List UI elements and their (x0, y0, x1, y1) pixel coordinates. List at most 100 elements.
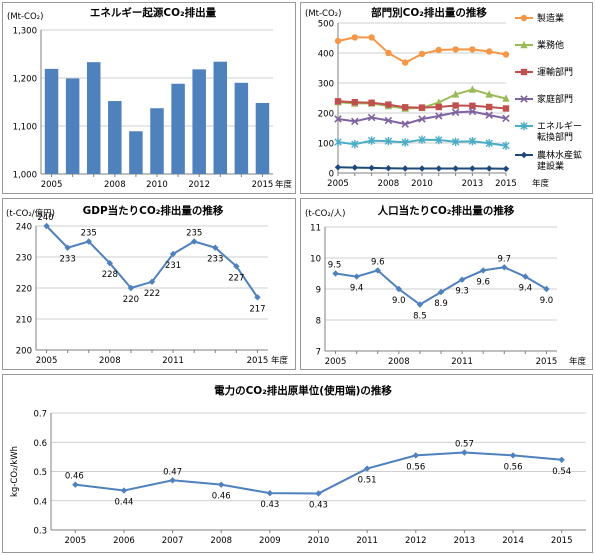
data-label: 8.5 (413, 312, 427, 322)
data-point (254, 294, 261, 301)
data-label: 0.47 (163, 467, 182, 477)
data-point (402, 59, 409, 66)
legend-label: 家庭部門 (537, 93, 573, 105)
y-axis-label: (Mt-CO₂) (7, 12, 43, 22)
x-tick-label: 2011 (356, 536, 378, 546)
data-point (363, 465, 371, 472)
y-tick-label: 0.4 (33, 497, 47, 507)
y-tick-label: 500 (318, 20, 334, 30)
series-line (337, 36, 507, 64)
data-label: 233 (60, 255, 76, 265)
data-label: 8.9 (434, 299, 448, 309)
chart-title: 部門別CO₂排出量の推移 (371, 6, 487, 19)
data-point (520, 14, 528, 22)
data-point (334, 115, 342, 123)
data-label: 0.43 (260, 500, 279, 510)
data-label: 9.5 (328, 261, 342, 271)
chart-sector-co2-trend: 0 100 200 300 400 500 2005 2008 2010 2013 2015 年度 (M… (300, 2, 593, 194)
data-point (418, 135, 426, 144)
data-point (435, 135, 443, 145)
legend-label: 業務他 (537, 39, 564, 51)
x-axis-label: 年度 (569, 356, 587, 367)
bar (171, 83, 185, 174)
data-point (367, 136, 376, 145)
data-point (212, 244, 219, 251)
x-tick-label: 2009 (259, 536, 281, 546)
x-tick-label: 2013 (454, 536, 476, 546)
data-point (351, 34, 358, 41)
y-tick-label: 10 (310, 255, 321, 265)
data-label: 0.57 (455, 439, 474, 449)
y-tick-label: 400 (318, 50, 334, 60)
data-point (169, 250, 177, 258)
y-tick-label: 100 (318, 140, 334, 150)
data-point (266, 489, 274, 497)
data-point (374, 267, 381, 274)
x-tick-label: 2010 (146, 180, 168, 190)
y-tick-label: 11 (310, 224, 321, 234)
legend-label: 農林水産鉱 (537, 149, 582, 161)
y-tick-label: 210 (16, 316, 32, 326)
x-axis-label: 年度 (532, 178, 550, 189)
legend-label: 転換部門 (537, 131, 573, 143)
data-point (435, 165, 442, 172)
data-point (485, 90, 493, 98)
x-tick-label: 2005 (325, 357, 347, 367)
x-tick-label: 2008 (210, 536, 232, 546)
x-tick-label: 2015 (536, 357, 558, 367)
bar (234, 82, 249, 174)
y-tick-label: 220 (16, 285, 32, 295)
data-point (451, 137, 460, 146)
chart-electricity-co2-intensity: 0.3 0.4 0.5 0.6 0.7 2005 2006 2007 2008 2009 2010 2… (2, 374, 593, 553)
data-label: 0.54 (552, 467, 571, 477)
data-point (479, 267, 487, 274)
data-point (368, 164, 375, 172)
data-point (412, 452, 419, 459)
line-chart-sector-co2: 0 100 200 300 400 500 2005 2008 2010 2013 2015 年度 (M… (305, 6, 582, 189)
data-point (385, 165, 392, 172)
data-point (368, 99, 375, 106)
x-tick-label: 2015 (252, 180, 274, 190)
bar (129, 131, 143, 174)
data-point (435, 112, 443, 120)
y-axis-label: (t-CO₂/億円) (6, 208, 55, 219)
data-point (334, 137, 342, 147)
data-point (384, 137, 393, 146)
y-tick-label: 230 (16, 254, 32, 264)
data-label: 217 (249, 304, 265, 314)
data-point (469, 46, 476, 53)
x-tick-label: 2007 (162, 536, 184, 546)
data-point (401, 120, 409, 128)
data-point (437, 288, 445, 296)
y-tick-label: 0 (329, 170, 334, 180)
data-label: 9.0 (392, 296, 406, 306)
data-label: 220 (123, 295, 139, 305)
data-label: 9.7 (498, 254, 512, 264)
y-tick-label: 300 (318, 80, 334, 90)
chart-title: エネルギー起源CO₂排出量 (90, 6, 217, 19)
data-label: 0.56 (406, 462, 425, 472)
data-point (120, 487, 128, 494)
legend-label: 製造業 (537, 12, 564, 24)
data-label: 0.46 (65, 472, 84, 482)
data-point (468, 85, 477, 93)
y-axis-label: kg-CO₂/kWh (10, 446, 20, 497)
data-point (435, 46, 442, 54)
data-point (334, 98, 342, 105)
data-point (351, 140, 359, 149)
x-tick-label: 2008 (388, 357, 410, 367)
y-tick-label: 0.5 (33, 468, 47, 478)
y-tick-label: 1,100 (13, 123, 37, 133)
bar (255, 102, 270, 174)
x-tick-label: 2005 (327, 179, 349, 189)
x-tick-label: 2006 (113, 536, 135, 546)
data-label: 0.43 (309, 500, 328, 510)
data-label: 9.0 (540, 296, 554, 306)
data-point (520, 40, 528, 49)
data-point (416, 301, 424, 308)
x-tick-label: 2008 (378, 179, 400, 189)
data-point (452, 165, 459, 172)
data-point (486, 103, 493, 111)
data-label: 9.6 (371, 257, 385, 267)
data-point (418, 115, 426, 123)
